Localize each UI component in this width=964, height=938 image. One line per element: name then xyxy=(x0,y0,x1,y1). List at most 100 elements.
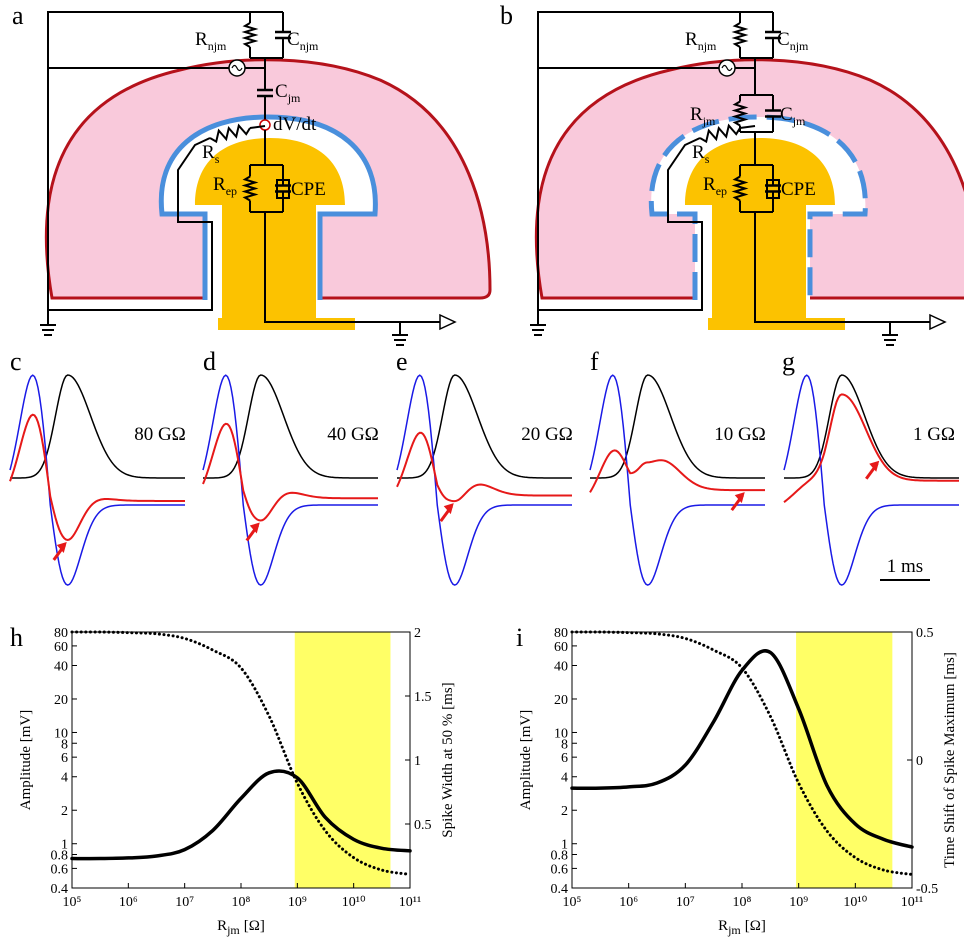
trace xyxy=(589,374,765,479)
x-tick-label: 10⁵ xyxy=(563,895,582,910)
highlight xyxy=(796,632,893,888)
label-main: dV/dt xyxy=(273,114,317,135)
x-tick-label: 10⁷ xyxy=(676,895,695,910)
y2-tick-label: 1.5 xyxy=(414,690,432,705)
trace xyxy=(589,374,765,586)
label-sub: njm xyxy=(790,39,809,53)
electrode xyxy=(685,138,845,330)
y-tick-label: 1 xyxy=(61,838,68,853)
label-sub: ep xyxy=(226,184,237,198)
y-tick-label: 4 xyxy=(61,771,68,786)
arrow-head xyxy=(443,503,454,515)
source-wave xyxy=(721,64,733,72)
y2-tick-label: 1 xyxy=(414,754,421,769)
label-sub: jm xyxy=(792,114,806,128)
circuit-label: Cjm xyxy=(780,104,806,128)
y-tick-label: 10 xyxy=(54,726,68,741)
x-tick-label: 10¹¹ xyxy=(399,895,421,910)
label-sub: njm xyxy=(300,39,319,53)
x-tick-label: 10⁸ xyxy=(232,895,251,910)
x-tick-label: 10¹¹ xyxy=(901,895,923,910)
label-sub: jm xyxy=(226,923,240,937)
label-main: C xyxy=(275,81,288,102)
label-main: R xyxy=(703,174,716,195)
panel-label: a xyxy=(12,1,24,30)
label-main: C xyxy=(780,104,793,125)
circuit-label: Cjm xyxy=(275,81,301,105)
resistor xyxy=(209,123,251,144)
wire xyxy=(48,137,213,311)
label-unit: [Ω] xyxy=(244,918,265,934)
output xyxy=(929,313,947,331)
x-tick-label: 10¹⁰ xyxy=(843,895,867,910)
trace xyxy=(589,449,765,493)
resistance-label: 10 GΩ xyxy=(714,424,766,445)
x-tick-label: 10⁹ xyxy=(288,895,307,910)
circuit-label: CPE xyxy=(291,179,326,200)
y2-tick-label: -0.5 xyxy=(916,882,938,897)
wire xyxy=(537,11,755,325)
trace xyxy=(396,431,572,503)
y-tick-label: 4 xyxy=(561,771,568,786)
y-tick-label: 1 xyxy=(561,838,568,853)
label-sub: jm xyxy=(287,91,301,105)
trace xyxy=(202,422,378,522)
y-tick-label: 80 xyxy=(554,626,568,641)
circuit-label: CPE xyxy=(781,179,816,200)
series-line xyxy=(70,769,412,861)
y-tick-label: 2 xyxy=(61,804,68,819)
resistance-label: 40 GΩ xyxy=(327,424,379,445)
y-tick-label: 0.4 xyxy=(551,882,569,897)
x-tick-label: 10⁸ xyxy=(733,895,752,910)
trace xyxy=(9,374,185,586)
wire xyxy=(538,137,703,311)
x-tick-label: 10⁷ xyxy=(175,895,194,910)
y2-tick-label: 0.5 xyxy=(414,818,432,833)
y-tick-label: 0.8 xyxy=(551,849,569,864)
panel-label: c xyxy=(10,347,22,376)
wire xyxy=(47,11,265,325)
resistance-label: 1 GΩ xyxy=(913,424,955,445)
y-tick-label: 10 xyxy=(554,726,568,741)
label-sub: s xyxy=(705,152,710,166)
circuit-label: Rnjm xyxy=(685,29,717,53)
panel-label: b xyxy=(500,1,513,30)
wire xyxy=(739,125,756,129)
y-tick-label: 60 xyxy=(554,640,568,655)
y2-axis-label: Spike Width at 50 % [ms] xyxy=(440,682,456,837)
y-tick-label: 8 xyxy=(561,737,568,752)
trace xyxy=(202,374,378,586)
resistor xyxy=(699,123,741,144)
y-tick-label: 0.4 xyxy=(51,882,69,897)
wire xyxy=(264,212,440,323)
y-tick-label: 40 xyxy=(554,659,568,674)
arrow-head xyxy=(734,492,745,504)
resistor xyxy=(731,175,749,202)
label-main: R xyxy=(692,142,705,163)
circuit-label: Cnjm xyxy=(287,29,319,53)
circuit-label: Cnjm xyxy=(777,29,809,53)
scale-label: 1 ms xyxy=(887,556,923,577)
x-tick-label: 10⁵ xyxy=(63,895,82,910)
cpe-box xyxy=(276,179,290,199)
y2-tick-label: 0.5 xyxy=(916,626,934,641)
y-tick-label: 60 xyxy=(54,640,68,655)
label-sub: njm xyxy=(698,39,717,53)
circuit-label: Rep xyxy=(703,174,727,198)
y-tick-label: 80 xyxy=(54,626,68,641)
trace xyxy=(396,374,572,479)
trace xyxy=(202,374,378,479)
circuit-label: Rs xyxy=(692,142,710,166)
y-tick-label: 0.6 xyxy=(551,862,569,877)
y-axis-label: Amplitude [mV] xyxy=(518,710,534,810)
panel-label: g xyxy=(782,347,795,376)
x-tick-label: 10⁶ xyxy=(119,895,138,910)
trace xyxy=(9,374,185,479)
series-line xyxy=(570,649,914,849)
label-main: R xyxy=(202,142,215,163)
label-main: CPE xyxy=(781,179,816,200)
resistor xyxy=(731,22,749,48)
x-axis-label: Rjm [Ω] xyxy=(217,918,265,937)
electrode xyxy=(195,138,355,330)
